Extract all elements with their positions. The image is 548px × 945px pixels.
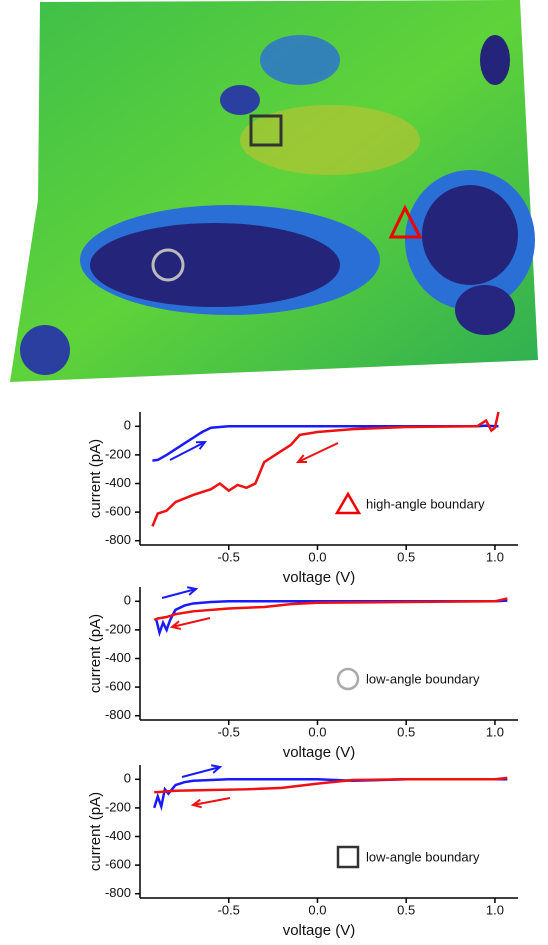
data-line (154, 776, 508, 794)
x-tick-label: -0.5 (218, 902, 240, 917)
y-tick-label: -800 (105, 532, 131, 547)
annotation: high-angle boundary (366, 496, 485, 511)
x-tick-label: -0.5 (218, 549, 240, 564)
y-tick-label: -200 (105, 621, 131, 636)
y-tick-label: -600 (105, 857, 131, 872)
arrow (297, 442, 339, 463)
x-tick-label: 0.0 (308, 902, 326, 917)
arrow-head (210, 764, 223, 774)
y-tick-label: 0 (124, 771, 131, 786)
y-tick-label: -200 (105, 446, 131, 461)
arrow (171, 617, 211, 628)
x-axis-label: voltage (V) (283, 922, 356, 939)
arrow (161, 588, 197, 599)
y-tick-label: -800 (105, 885, 131, 900)
y-tick-label: -400 (105, 828, 131, 843)
x-tick-label: 1.0 (486, 549, 504, 564)
y-axis-label: current (pA) (87, 439, 104, 518)
y-tick-label: 0 (124, 593, 131, 608)
x-axis-label: voltage (V) (283, 744, 356, 761)
y-tick-label: -600 (105, 504, 131, 519)
data-line (152, 424, 499, 462)
y-tick-label: -400 (105, 650, 131, 665)
y-tick-label: 0 (124, 418, 131, 433)
y-tick-label: -200 (105, 799, 131, 814)
y-tick-label: -800 (105, 707, 131, 722)
annotation: low-angle boundary (366, 849, 480, 864)
arrow (192, 797, 231, 806)
arrow-head (195, 440, 208, 450)
arrow-head (295, 454, 308, 464)
x-tick-label: 0.0 (308, 724, 326, 739)
y-tick-label: -400 (105, 475, 131, 490)
arrow-head (169, 620, 182, 630)
x-axis-label: voltage (V) (283, 569, 356, 586)
annotation: low-angle boundary (366, 671, 480, 686)
arrow (181, 766, 221, 778)
data-line (154, 599, 508, 638)
afm-image (10, 0, 538, 382)
data-line (153, 597, 508, 622)
y-axis-label: current (pA) (87, 792, 104, 871)
x-tick-label: 1.0 (486, 724, 504, 739)
x-tick-label: 1.0 (486, 902, 504, 917)
x-tick-label: 0.0 (308, 549, 326, 564)
legend-marker (334, 491, 362, 515)
x-tick-label: -0.5 (218, 724, 240, 739)
x-tick-label: 0.5 (397, 549, 415, 564)
data-line (153, 778, 508, 812)
data-line (151, 411, 500, 527)
y-tick-label: -600 (105, 679, 131, 694)
legend-marker (336, 667, 360, 691)
arrow-head (186, 586, 199, 596)
x-tick-label: 0.5 (397, 902, 415, 917)
arrow (169, 441, 206, 461)
x-tick-label: 0.5 (397, 724, 415, 739)
legend-marker (336, 845, 360, 869)
arrow-head (190, 798, 202, 809)
y-axis-label: current (pA) (87, 614, 104, 693)
